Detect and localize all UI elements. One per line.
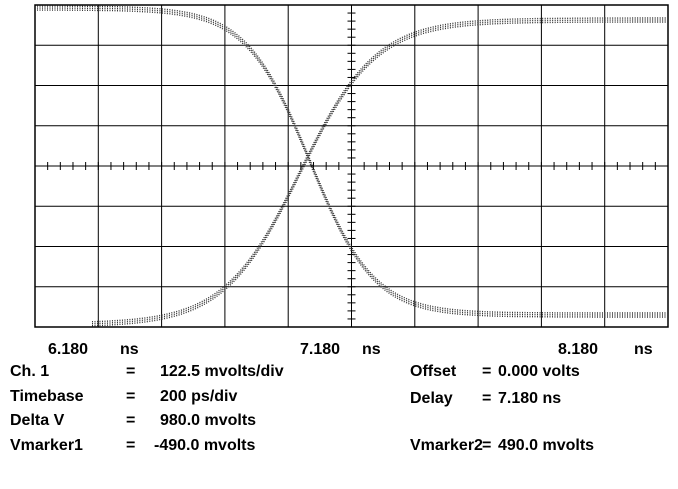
time-unit: ns xyxy=(634,341,653,358)
readout-eq: = xyxy=(126,412,135,429)
readout-label: Timebase xyxy=(10,388,84,405)
readout-value: 200 ps/div xyxy=(160,388,237,405)
readout-value: 122.5 mvolts/div xyxy=(160,363,284,380)
readout-value: 7.180 ns xyxy=(498,390,561,407)
readout-label: Delta V xyxy=(10,412,65,429)
readout-label: Ch. 1 xyxy=(10,363,49,380)
readout-value: 980.0 mvolts xyxy=(160,412,256,429)
readout-value: 0.000 volts xyxy=(498,363,580,380)
readout-value: 490.0 mvolts xyxy=(498,437,594,454)
readout-label: Delay xyxy=(410,390,453,407)
readout-eq: = xyxy=(482,437,491,454)
time-label: 6.180 xyxy=(48,341,88,358)
readout-eq: = xyxy=(126,437,135,454)
readout-label: Offset xyxy=(410,363,457,380)
readout-value: -490.0 mvolts xyxy=(154,437,255,454)
time-label: 8.180 xyxy=(558,341,598,358)
readout-label: Vmarker1 xyxy=(10,437,83,454)
time-label: 7.180 xyxy=(300,341,340,358)
labels: 6.180 ns 7.180 ns 8.180 ns Ch. 1 = 122.5 mvolts/… xyxy=(10,341,653,454)
readout-eq: = xyxy=(482,363,491,380)
scope-screen: 6.180 ns 7.180 ns 8.180 ns Ch. 1 = 122.5 mvolts/… xyxy=(0,0,678,489)
readout-label: Vmarker2 xyxy=(410,437,483,454)
time-unit: ns xyxy=(362,341,381,358)
readout-eq: = xyxy=(126,388,135,405)
readout-eq: = xyxy=(482,390,491,407)
time-unit: ns xyxy=(120,341,139,358)
readout-eq: = xyxy=(126,363,135,380)
scope-display: 6.180 ns 7.180 ns 8.180 ns Ch. 1 = 122.5 mvolts/… xyxy=(0,0,678,489)
